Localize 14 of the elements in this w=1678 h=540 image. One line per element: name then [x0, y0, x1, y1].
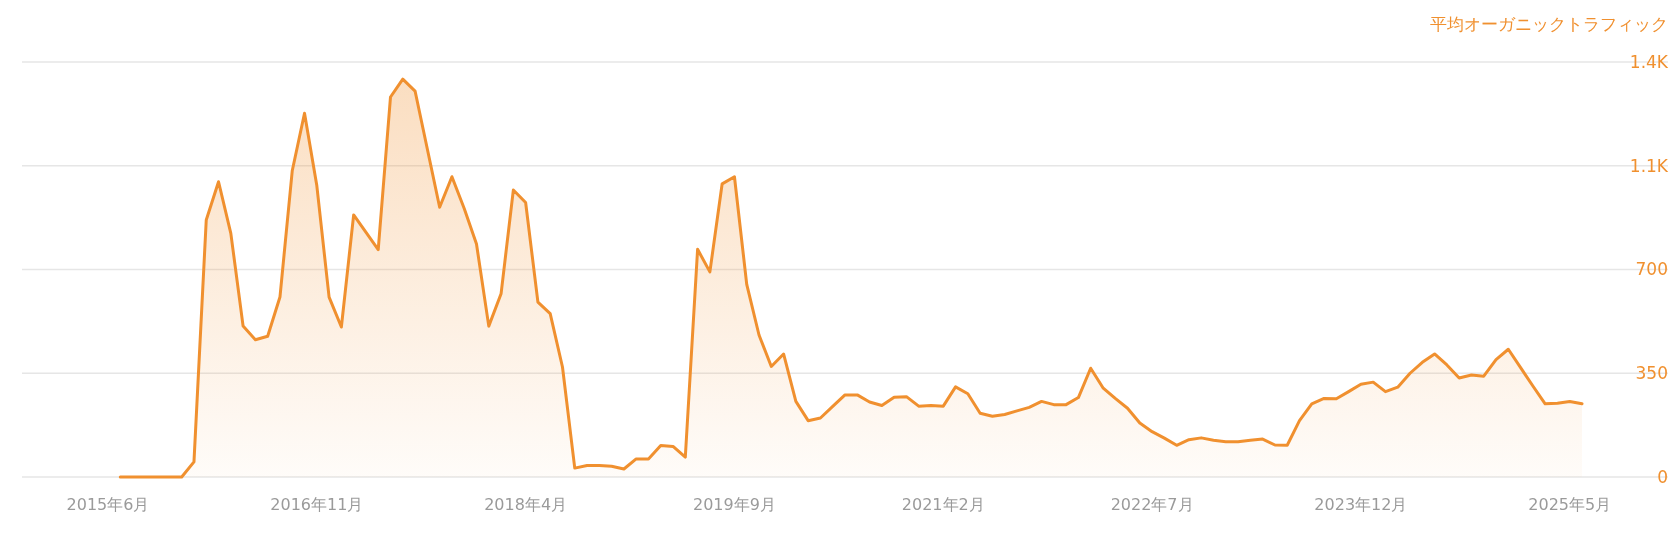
x-tick-label: 2016年11月: [270, 495, 364, 514]
y-tick-label: 1.1K: [1629, 155, 1669, 176]
x-tick-label: 2023年12月: [1314, 495, 1408, 514]
x-tick-label: 2018年4月: [484, 495, 568, 514]
y-tick-label: 350: [1635, 363, 1668, 384]
x-tick-label: 2021年2月: [901, 495, 985, 514]
y-tick-label: 0: [1657, 466, 1668, 487]
x-tick-label: 2015年6月: [66, 495, 150, 514]
y-tick-label: 700: [1635, 259, 1668, 280]
x-tick-label: 2019年9月: [692, 495, 776, 514]
x-tick-label: 2022年7月: [1110, 495, 1194, 514]
y-tick-label: 1.4K: [1629, 51, 1669, 72]
x-tick-label: 2025年5月: [1528, 495, 1612, 514]
chart-title: 平均オーガニックトラフィック: [1430, 14, 1668, 34]
